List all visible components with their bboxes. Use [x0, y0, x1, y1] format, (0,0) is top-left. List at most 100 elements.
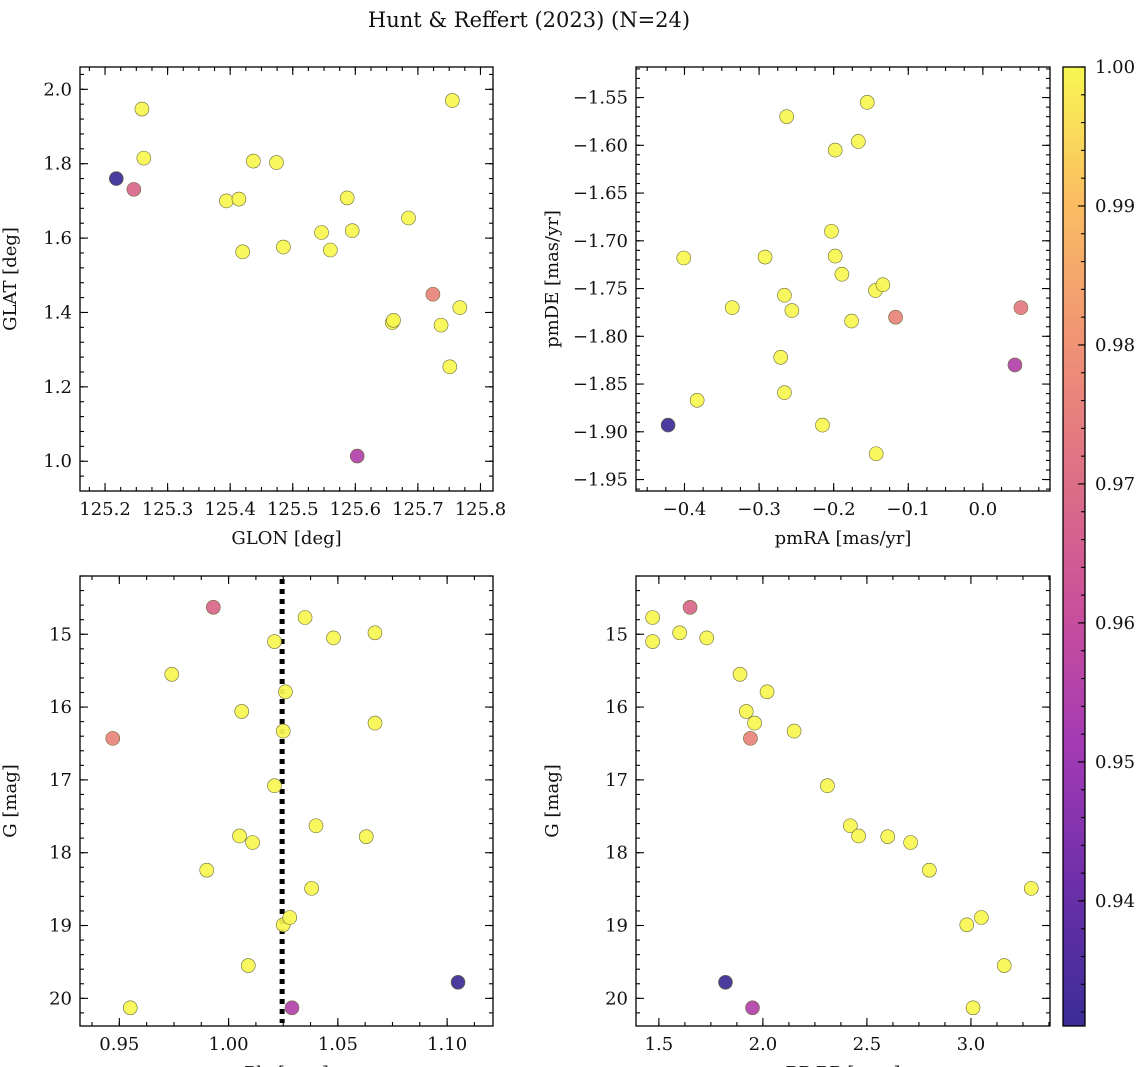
panel-glon-glat: 125.2 125.3 125.4 125.5 125.6 125.7 125.8 1.0 1.…: [0, 66, 507, 549]
x-tick-label: 1.05: [318, 1034, 358, 1055]
data-point: [269, 155, 284, 170]
data-point: [759, 684, 775, 700]
y-tick-label: 1.6: [43, 228, 72, 249]
x-tick-label: 2.0: [749, 1034, 778, 1055]
data-point: [834, 266, 850, 282]
data-point: [965, 1000, 981, 1016]
data-point: [445, 93, 460, 108]
x-axis-label: pmRA [mas/yr]: [775, 528, 912, 549]
data-point: [676, 250, 692, 266]
data-point: [199, 862, 215, 878]
data-point: [820, 778, 835, 794]
data-point: [267, 634, 282, 649]
data-point: [699, 630, 715, 646]
x-tick-label: 0.95: [99, 1034, 139, 1055]
data-point: [231, 191, 247, 207]
y-tick-label: 16: [49, 697, 72, 718]
colorbar-tick-label: 0.96: [1095, 613, 1135, 634]
data-point: [276, 239, 291, 255]
colorbar-tick-label: 0.94: [1095, 891, 1135, 912]
data-point: [452, 300, 468, 315]
x-tick-label: 0.0: [969, 499, 998, 520]
data-point: [367, 625, 383, 641]
data-point: [235, 244, 250, 260]
y-tick-label: −1.95: [573, 470, 628, 491]
colorbar-gradient: [1063, 67, 1085, 1026]
data-point: [773, 350, 789, 365]
data-point: [442, 359, 458, 375]
data-point: [868, 446, 884, 462]
data-point: [232, 828, 247, 844]
data-point: [105, 731, 121, 746]
figure-title: Hunt & Reffert (2023) (N=24): [368, 8, 690, 32]
data-point: [745, 1000, 760, 1016]
y-tick-label: −1.75: [573, 279, 628, 300]
y-tick-label: −1.80: [573, 326, 628, 347]
data-point: [275, 723, 291, 739]
data-point: [122, 1000, 138, 1016]
data-point: [314, 225, 329, 240]
panel-plx-g: 0.95 1.00 1.05 1.10 15 16 17 18 19 20 Plx [mas] G […: [0, 575, 494, 1067]
data-point: [297, 610, 313, 625]
data-point: [367, 715, 383, 731]
data-point: [959, 917, 975, 933]
data-point: [344, 223, 360, 238]
data-point: [108, 171, 124, 186]
x-tick-label: 3.0: [957, 1034, 986, 1055]
y-tick-label: 1.0: [43, 451, 72, 472]
data-point: [425, 286, 441, 302]
data-point: [682, 600, 698, 615]
colorbar-tick-label: 0.99: [1095, 196, 1135, 217]
data-point: [401, 210, 416, 226]
data-point: [1007, 357, 1023, 373]
data-point: [815, 417, 830, 433]
x-axis-label: GLON [deg]: [231, 528, 341, 549]
x-tick-label: 125.8: [455, 499, 507, 520]
data-point: [844, 313, 859, 329]
data-point: [724, 300, 740, 315]
data-point: [205, 600, 221, 615]
data-point: [308, 818, 324, 834]
y-tick-label: 1.8: [43, 154, 72, 175]
colorbar-frame: [1062, 66, 1086, 1027]
data-point: [278, 684, 293, 700]
data-point: [304, 881, 319, 896]
data-point: [240, 958, 256, 973]
data-point: [134, 101, 150, 117]
panels: 125.2 125.3 125.4 125.5 125.6 125.7 125.8 1.0 1.…: [0, 66, 1051, 1067]
x-axis-label: BP-RP [mag]: [785, 1063, 900, 1067]
data-point: [747, 715, 762, 731]
axes-frame: [79, 66, 494, 492]
data-point: [234, 704, 250, 719]
data-point: [433, 317, 449, 333]
y-tick-label: 2.0: [43, 79, 72, 100]
data-point: [827, 248, 843, 264]
y-tick-label: 15: [605, 624, 628, 645]
y-tick-label: −1.55: [573, 88, 628, 109]
data-point: [922, 862, 937, 878]
panel-pmra-pmde: −0.4 −0.3 −0.2 −0.1 0.0 −1.95 −1.90 −1.85 −1.80 −…: [542, 66, 1051, 549]
x-tick-label: −0.4: [663, 499, 707, 520]
data-point: [689, 392, 705, 408]
y-axis-label: G [mag]: [0, 764, 21, 837]
y-tick-label: −1.60: [573, 135, 628, 156]
colorbar-tick-label: 0.97: [1095, 474, 1135, 495]
y-tick-label: 18: [49, 843, 72, 864]
data-point: [738, 704, 754, 719]
data-point: [718, 975, 733, 990]
data-point: [827, 142, 843, 158]
data-point: [732, 667, 748, 682]
y-tick-label: 20: [605, 988, 628, 1009]
x-tick-label: 125.5: [267, 499, 319, 520]
data-point: [246, 153, 261, 169]
data-point: [323, 242, 338, 258]
data-point: [757, 249, 773, 265]
data-point: [349, 448, 365, 464]
data-point: [779, 109, 794, 124]
data-point: [660, 417, 676, 433]
y-tick-label: 1.2: [43, 377, 72, 398]
data-point: [267, 778, 282, 794]
x-tick-label: 2.5: [853, 1034, 882, 1055]
panel-bprp-g: 1.5 2.0 2.5 3.0 15 16 17 18 19 20 BP-RP [mag] G [ma…: [542, 575, 1051, 1067]
